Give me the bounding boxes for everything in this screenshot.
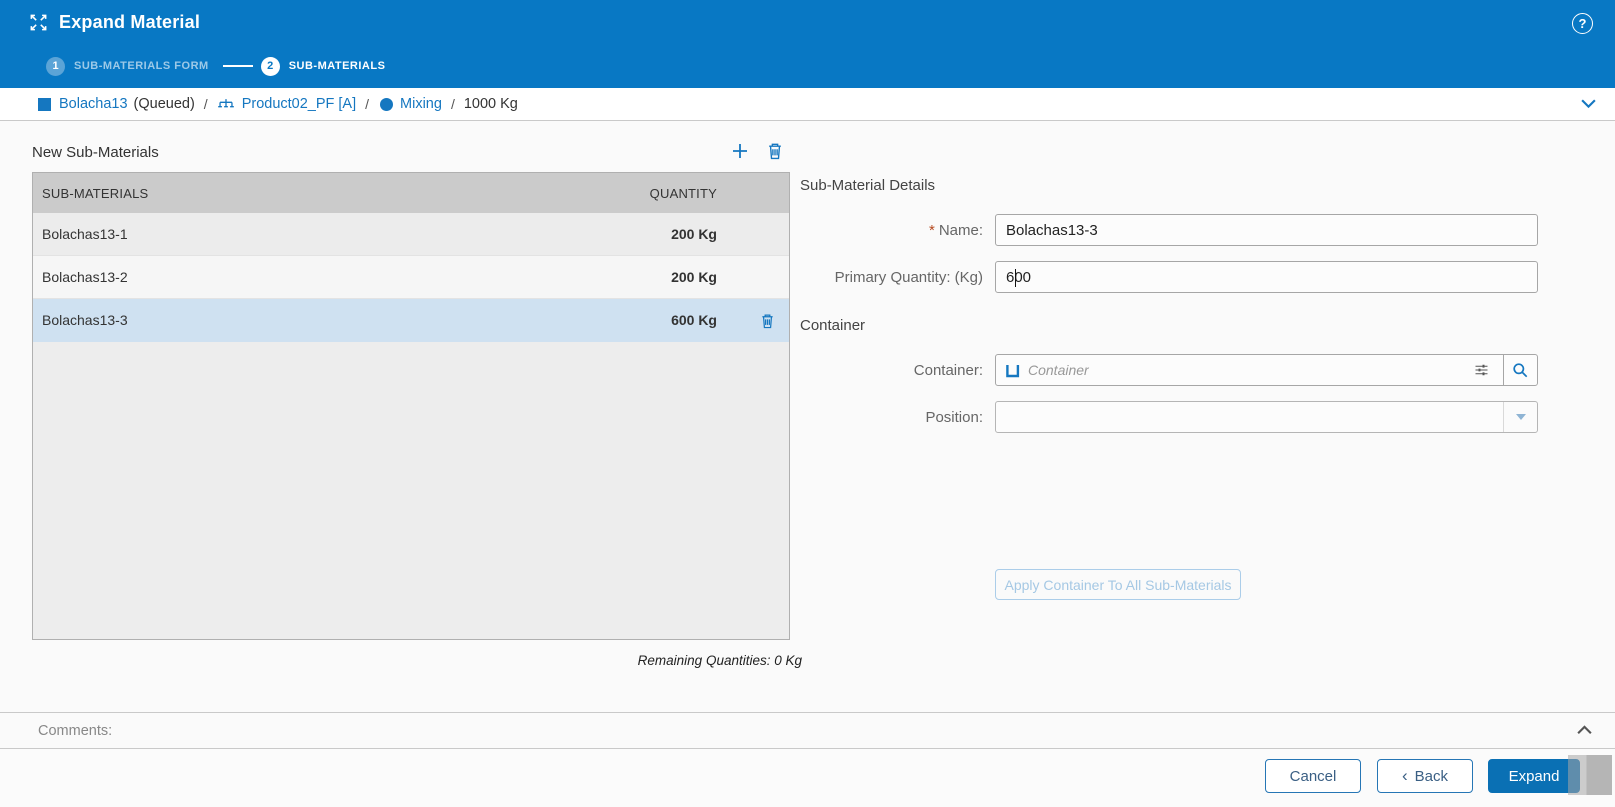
panel-title: New Sub-Materials (32, 144, 159, 161)
container-placeholder: Container (1028, 362, 1089, 378)
remaining-quantities-label: Remaining Quantities: 0 Kg (637, 653, 802, 668)
column-sub-materials: SUB-MATERIALS (42, 185, 149, 201)
breadcrumb-quantity: 1000 Kg (463, 96, 518, 112)
primary-quantity-row: Primary Quantity: (Kg) 600 (800, 261, 1538, 293)
filter-sliders-icon[interactable] (1473, 362, 1490, 378)
primary-quantity-value: 600 (1006, 268, 1032, 286)
panel-actions (731, 142, 784, 160)
product-flow-icon (217, 98, 234, 107)
delete-sub-material-button[interactable] (766, 142, 784, 160)
position-row: Position: (800, 401, 1538, 433)
breadcrumb-step-link[interactable]: Mixing (400, 96, 442, 112)
cancel-button[interactable]: Cancel (1265, 759, 1361, 793)
row-name: Bolachas13-2 (42, 269, 128, 285)
position-label: Position: (925, 408, 983, 426)
chevron-down-icon (1515, 414, 1526, 420)
chevron-up-icon[interactable] (1576, 723, 1593, 736)
container-icon (1006, 364, 1020, 377)
row-trash-icon[interactable] (760, 313, 775, 329)
context-breadcrumb-bar: Bolacha13 (Queued) / Product02_PF [A] / … (0, 88, 1615, 121)
step-connector-line (222, 65, 253, 67)
title-row: Expand Material (28, 12, 200, 33)
back-label: Back (1414, 768, 1449, 785)
breadcrumb-product-link[interactable]: Product02_PF [A] (241, 96, 357, 112)
required-mark: * (928, 221, 935, 239)
sub-material-details-title: Sub-Material Details (800, 177, 936, 194)
step-sub-materials[interactable]: 2 SUB-MATERIALS (260, 56, 386, 76)
main-content: New Sub-Materials SUB-MATERIALS QUANTITY… (0, 121, 1615, 712)
step-2-number: 2 (260, 56, 280, 76)
new-sub-materials-panel: New Sub-Materials SUB-MATERIALS QUANTITY… (32, 121, 802, 681)
material-status: (Queued) (133, 96, 195, 112)
row-quantity: 200 Kg (671, 226, 717, 242)
chevron-left-icon: ‹ (1401, 766, 1408, 785)
container-section-title: Container (800, 317, 866, 334)
name-label-text: Name: (938, 221, 983, 239)
step-1-number: 1 (46, 56, 65, 76)
column-quantity: QUANTITY (649, 185, 717, 201)
apply-container-button[interactable]: Apply Container To All Sub-Materials (995, 569, 1241, 600)
container-input[interactable]: Container (996, 355, 1503, 385)
chevron-down-icon[interactable] (1580, 97, 1597, 111)
step-2-label: SUB-MATERIALS (288, 60, 386, 72)
expand-button[interactable]: Expand (1488, 759, 1580, 793)
position-value (996, 402, 1503, 432)
position-dropdown-button[interactable] (1503, 402, 1537, 432)
row-quantity: 600 Kg (671, 312, 717, 328)
container-label: Container: (913, 361, 983, 379)
row-name: Bolachas13-3 (42, 312, 128, 328)
row-quantity: 200 Kg (671, 269, 717, 285)
add-sub-material-button[interactable] (731, 142, 749, 160)
row-name: Bolachas13-1 (42, 226, 128, 242)
wizard-steps: 1 SUB-MATERIALS FORM 2 SUB-MATERIALS (46, 56, 385, 76)
step-1-label: SUB-MATERIALS FORM (74, 60, 209, 72)
dialog-header: Expand Material ? 1 SUB-MATERIALS FORM 2… (0, 0, 1615, 88)
breadcrumb-separator: / (365, 96, 370, 112)
breadcrumb-material-link[interactable]: Bolacha13 (59, 96, 128, 112)
name-label: * Name: (800, 222, 990, 239)
text-caret (1015, 269, 1016, 287)
table-row[interactable]: Bolachas13-2 200 Kg (33, 256, 789, 299)
table-header: SUB-MATERIALS QUANTITY (33, 173, 789, 213)
search-icon (1513, 362, 1528, 377)
dialog-footer: Cancel ‹ Back Expand (0, 748, 1615, 807)
breadcrumb-separator: / (450, 96, 455, 112)
expand-arrows-icon (30, 14, 47, 31)
comments-bar[interactable]: Comments: (0, 712, 1615, 748)
primary-quantity-label: Primary Quantity: (Kg) (834, 268, 983, 286)
breadcrumb-separator: / (203, 96, 208, 112)
position-select[interactable] (995, 401, 1538, 433)
table-row-selected[interactable]: Bolachas13-3 600 Kg (33, 299, 789, 342)
back-button[interactable]: ‹ Back (1377, 759, 1473, 793)
name-input[interactable] (995, 214, 1538, 246)
help-icon[interactable]: ? (1572, 13, 1593, 34)
primary-quantity-input[interactable]: 600 (995, 261, 1538, 293)
table-row[interactable]: Bolachas13-1 200 Kg (33, 213, 789, 256)
name-row: * Name: (800, 214, 1538, 246)
container-row: Container: Container (800, 354, 1538, 386)
container-search-button[interactable] (1503, 355, 1537, 385)
container-lookup-field: Container (995, 354, 1538, 386)
step-dot-icon (380, 97, 394, 111)
sub-materials-table: SUB-MATERIALS QUANTITY Bolachas13-1 200 … (32, 172, 790, 640)
cursor-artifact (1568, 755, 1612, 795)
material-square-icon (38, 97, 51, 111)
page-title: Expand Material (59, 12, 201, 32)
step-sub-materials-form[interactable]: 1 SUB-MATERIALS FORM (46, 56, 209, 76)
comments-label: Comments: (38, 722, 113, 739)
